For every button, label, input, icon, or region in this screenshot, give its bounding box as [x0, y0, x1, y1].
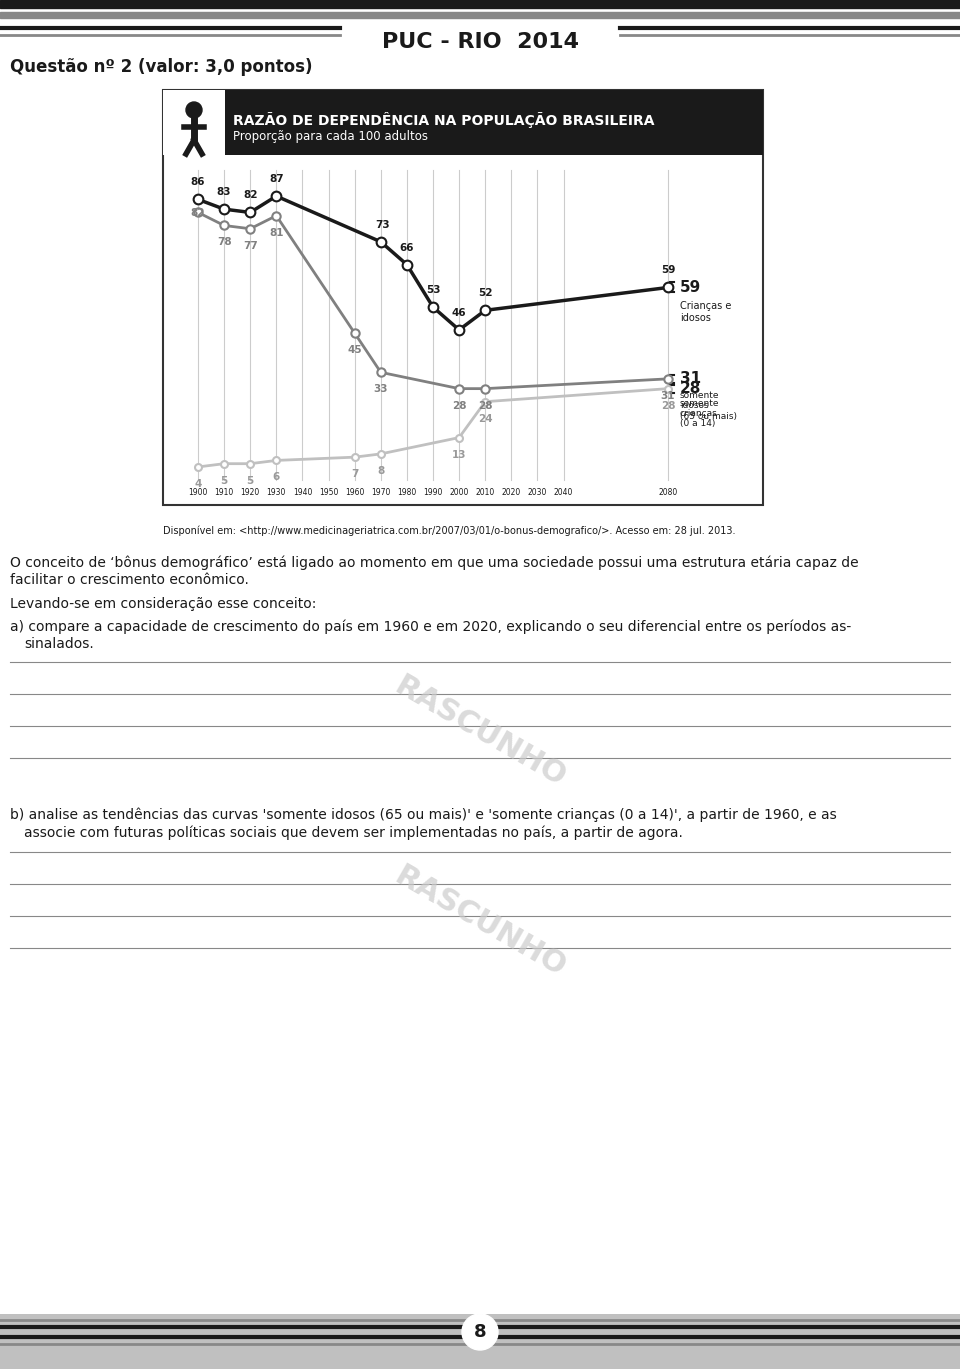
Text: 1900: 1900 — [188, 487, 207, 497]
Text: 45: 45 — [348, 345, 362, 355]
Text: 28: 28 — [680, 381, 702, 396]
Text: Disponível em: <http://www.medicinageriatrica.com.br/2007/03/01/o-bonus-demograf: Disponível em: <http://www.medicinageria… — [163, 524, 735, 535]
Text: 87: 87 — [269, 174, 283, 183]
Text: 13: 13 — [452, 449, 467, 460]
Text: 7: 7 — [351, 470, 358, 479]
Text: 31: 31 — [660, 390, 675, 401]
Text: 5: 5 — [221, 475, 228, 486]
Text: 66: 66 — [399, 242, 414, 253]
Bar — [0, 12, 960, 18]
Bar — [163, 90, 763, 155]
Text: 31: 31 — [680, 371, 701, 386]
Bar — [163, 90, 225, 155]
Text: 86: 86 — [191, 178, 205, 188]
Text: RAZÃO DE DEPENDÊNCIA NA POPULAÇÃO BRASILEIRA: RAZÃO DE DEPENDÊNCIA NA POPULAÇÃO BRASIL… — [233, 112, 655, 127]
Text: RASCUNHO: RASCUNHO — [390, 671, 570, 793]
Text: 1940: 1940 — [293, 487, 312, 497]
Text: 1970: 1970 — [372, 487, 391, 497]
Text: 33: 33 — [373, 385, 388, 394]
Text: 2040: 2040 — [554, 487, 573, 497]
Bar — [163, 90, 763, 505]
Text: 6: 6 — [273, 472, 280, 482]
Text: 2080: 2080 — [659, 487, 678, 497]
Text: 53: 53 — [425, 285, 441, 296]
Text: 1930: 1930 — [267, 487, 286, 497]
Text: 2020: 2020 — [502, 487, 521, 497]
Text: 82: 82 — [243, 190, 257, 200]
Bar — [0, 1314, 960, 1369]
Text: 2010: 2010 — [475, 487, 494, 497]
Text: 8: 8 — [377, 465, 384, 476]
Text: 81: 81 — [269, 227, 283, 238]
Text: Crianças e
idosos: Crianças e idosos — [680, 301, 732, 323]
Text: 1920: 1920 — [241, 487, 260, 497]
Text: 59: 59 — [660, 266, 675, 275]
Text: 52: 52 — [478, 289, 492, 298]
Text: 82: 82 — [191, 208, 205, 219]
Text: PUC - RIO  2014: PUC - RIO 2014 — [381, 31, 579, 52]
Text: 1990: 1990 — [423, 487, 443, 497]
Text: RASCUNHO: RASCUNHO — [390, 861, 570, 983]
Circle shape — [186, 103, 202, 118]
Text: 2030: 2030 — [528, 487, 547, 497]
Text: 28: 28 — [478, 401, 492, 411]
Text: 4: 4 — [194, 479, 202, 489]
Bar — [0, 0, 960, 8]
Text: 1980: 1980 — [397, 487, 417, 497]
Text: 73: 73 — [375, 220, 390, 230]
Text: somente
idosos
(65 ou mais): somente idosos (65 ou mais) — [680, 390, 737, 420]
Text: 1960: 1960 — [345, 487, 365, 497]
Text: 77: 77 — [243, 241, 257, 251]
Text: 24: 24 — [478, 413, 492, 423]
Text: 83: 83 — [217, 188, 231, 197]
Text: 5: 5 — [247, 475, 253, 486]
Text: 2000: 2000 — [449, 487, 468, 497]
Text: 2º DIA - TARDE - GRUPO 4: 2º DIA - TARDE - GRUPO 4 — [10, 1353, 211, 1368]
Text: facilitar o crescimento econômico.: facilitar o crescimento econômico. — [10, 574, 249, 587]
Text: 1950: 1950 — [319, 487, 338, 497]
Text: Questão nº 2 (valor: 3,0 pontos): Questão nº 2 (valor: 3,0 pontos) — [10, 57, 313, 77]
Text: Levando-se em consideração esse conceito:: Levando-se em consideração esse conceito… — [10, 597, 317, 611]
Text: 78: 78 — [217, 237, 231, 248]
Text: sinalados.: sinalados. — [24, 637, 94, 652]
Text: Proporção para cada 100 adultos: Proporção para cada 100 adultos — [233, 130, 428, 142]
Text: 28: 28 — [660, 401, 675, 411]
Text: 1910: 1910 — [214, 487, 233, 497]
Text: associe com futuras políticas sociais que devem ser implementadas no país, a par: associe com futuras políticas sociais qu… — [24, 826, 683, 839]
Text: 8: 8 — [473, 1322, 487, 1342]
Text: 28: 28 — [452, 401, 467, 411]
Circle shape — [462, 1314, 498, 1350]
Text: 46: 46 — [452, 308, 467, 318]
Text: O conceito de ‘bônus demográfico’ está ligado ao momento em que uma sociedade po: O conceito de ‘bônus demográfico’ está l… — [10, 554, 858, 570]
Text: somente
crianças
(0 a 14): somente crianças (0 a 14) — [680, 398, 719, 428]
Text: b) analise as tendências das curvas 'somente idosos (65 ou mais)' e 'somente cri: b) analise as tendências das curvas 'som… — [10, 806, 837, 821]
Text: 59: 59 — [680, 281, 701, 294]
Text: a) compare a capacidade de crescimento do país em 1960 e em 2020, explicando o s: a) compare a capacidade de crescimento d… — [10, 619, 852, 634]
